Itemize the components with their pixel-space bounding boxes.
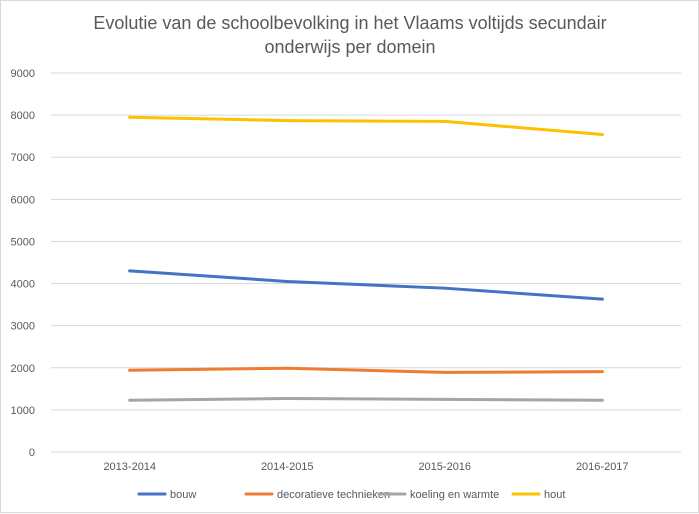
data-point [285, 366, 289, 370]
y-tick-label: 0 [29, 447, 35, 459]
legend-label: bouw [170, 489, 196, 501]
gridlines [51, 72, 681, 453]
data-point [128, 269, 132, 273]
series-line-3 [128, 115, 604, 136]
y-tick-label: 4000 [11, 279, 35, 291]
y-tick-label: 6000 [11, 194, 35, 206]
chart-title-line-1: Evolutie van de schoolbevolking in het V… [93, 13, 606, 33]
data-point [443, 119, 447, 123]
y-tick-label: 3000 [11, 321, 35, 333]
y-tick-label: 5000 [11, 236, 35, 248]
series-line-1 [128, 366, 604, 374]
data-point [443, 286, 447, 290]
series-line-2 [128, 397, 604, 402]
data-point [600, 398, 604, 402]
y-tick-label: 1000 [11, 405, 35, 417]
legend-label: decoratieve technieken [277, 489, 390, 501]
x-tick-label: 2015-2016 [418, 461, 471, 473]
data-point [600, 132, 604, 136]
x-tick-label: 2014-2015 [261, 461, 314, 473]
legend: bouw decoratieve technieken koeling en war… [137, 489, 565, 501]
data-point [128, 398, 132, 402]
data-point [285, 397, 289, 401]
y-tick-label: 8000 [11, 110, 35, 122]
legend-label: koeling en warmte [410, 489, 499, 501]
x-axis-ticks: 2013-2014 2014-2015 2015-2016 2016-2017 [103, 461, 628, 473]
y-tick-label: 9000 [11, 68, 35, 80]
y-axis-ticks: 0 1000 2000 3000 4000 5000 6000 7000 8000 9000 [11, 68, 35, 459]
y-tick-label: 7000 [11, 152, 35, 164]
data-point [600, 297, 604, 301]
x-tick-label: 2013-2014 [103, 461, 156, 473]
data-point [443, 370, 447, 374]
x-tick-label: 2016-2017 [576, 461, 629, 473]
data-point [128, 115, 132, 119]
chart-title-line-2: onderwijs per domein [264, 37, 435, 57]
series-lines [128, 115, 604, 402]
data-point [443, 397, 447, 401]
data-point [285, 119, 289, 123]
y-tick-label: 2000 [11, 363, 35, 375]
series-line-0 [128, 269, 604, 301]
data-point [285, 279, 289, 283]
data-point [128, 368, 132, 372]
legend-label: hout [544, 489, 565, 501]
data-point [600, 370, 604, 374]
